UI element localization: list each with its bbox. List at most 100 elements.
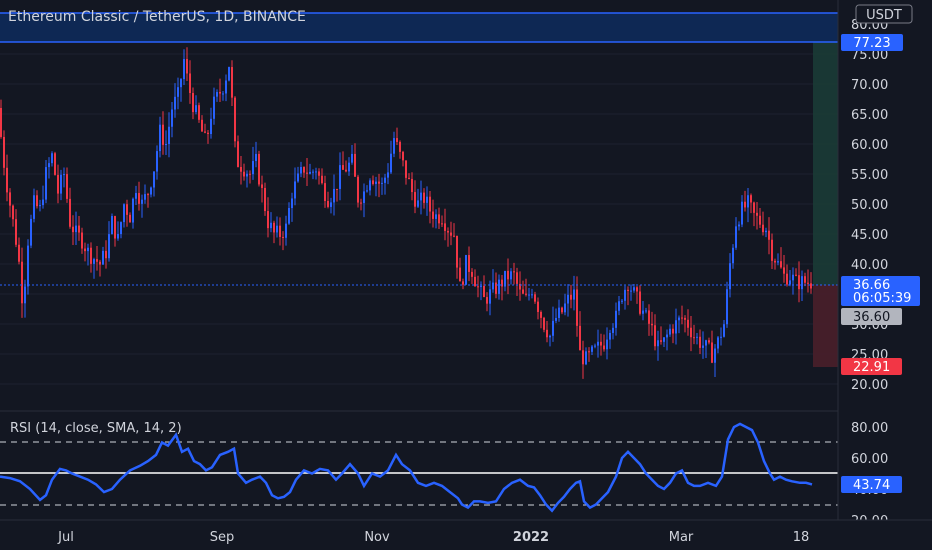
candle-body: [591, 346, 593, 352]
candle-body: [300, 167, 302, 174]
long-position-zone[interactable]: [813, 42, 838, 285]
rsi-indicator-label[interactable]: RSI (14, close, SMA, 14, 2): [10, 421, 182, 436]
candle-body: [789, 280, 791, 285]
candle-body: [513, 271, 515, 273]
last-price-tag: [841, 276, 920, 306]
candle-body: [9, 192, 11, 206]
candle-body: [255, 153, 257, 162]
top-price-tag: [841, 34, 903, 51]
candle-body: [102, 250, 104, 265]
candle-body: [534, 294, 536, 302]
candle-body: [357, 176, 359, 203]
candle-body: [579, 325, 581, 351]
candle-body: [432, 211, 434, 219]
candle-body: [594, 345, 596, 347]
candle-body: [693, 337, 695, 339]
currency-label: USDT: [866, 8, 902, 23]
candle-body: [294, 181, 296, 199]
top-highlight-band[interactable]: [0, 13, 838, 42]
candle-body: [252, 161, 254, 175]
candle-body: [150, 187, 152, 195]
candle-body: [162, 124, 164, 145]
candle-body: [717, 337, 719, 349]
candle-body: [165, 144, 167, 146]
candle-body: [438, 214, 440, 224]
candle-body: [558, 307, 560, 318]
candle-body: [606, 339, 608, 350]
short-position-zone[interactable]: [813, 285, 838, 367]
candle-body: [375, 181, 377, 184]
candle-body: [249, 173, 251, 175]
candle-body: [588, 351, 590, 353]
candle-body: [666, 334, 668, 338]
candle-body: [585, 351, 587, 365]
candle-body: [441, 223, 443, 225]
candle-body: [672, 328, 674, 334]
candle-body: [225, 80, 227, 94]
candle-body: [363, 191, 365, 203]
candle-body: [810, 283, 812, 289]
candle-body: [261, 184, 263, 188]
time-label-nov: Nov: [364, 530, 390, 545]
candle-body: [624, 289, 626, 301]
currency-badge[interactable]: [855, 4, 913, 24]
candle-body: [525, 293, 527, 295]
candle-body: [333, 188, 335, 203]
candle-body: [270, 222, 272, 229]
candle-body: [453, 235, 455, 237]
candle-body: [675, 320, 677, 334]
candle-body: [198, 105, 200, 120]
candle-body: [30, 218, 32, 246]
candle-body: [15, 219, 17, 245]
candle-body: [285, 223, 287, 238]
candle-body: [528, 294, 530, 296]
candle-body: [330, 202, 332, 207]
price-tick-label: 20.00: [851, 378, 888, 393]
candlestick-series: [0, 47, 812, 379]
candle-body: [678, 317, 680, 321]
candle-body: [306, 172, 308, 174]
candle-body: [69, 198, 71, 227]
candle-body: [57, 174, 59, 194]
candle-body: [192, 93, 194, 113]
candle-body: [429, 196, 431, 212]
candle-body: [642, 310, 644, 314]
candle-body: [630, 290, 632, 292]
candle-body: [420, 192, 422, 201]
price-axis[interactable]: [838, 0, 932, 520]
candle-body: [180, 79, 182, 88]
candle-body: [504, 270, 506, 287]
candle-body: [336, 188, 338, 190]
candle-body: [189, 73, 191, 94]
candle-body: [636, 287, 638, 292]
candle-body: [546, 329, 548, 338]
candle-body: [36, 195, 38, 207]
candle-body: [303, 167, 305, 173]
time-axis[interactable]: [0, 520, 932, 550]
candle-body: [39, 205, 41, 207]
candle-body: [465, 255, 467, 285]
candle-body: [177, 87, 179, 97]
candle-body: [327, 200, 329, 207]
candle-body: [570, 294, 572, 300]
candle-body: [204, 131, 206, 133]
candle-body: [99, 261, 101, 265]
candle-body: [468, 255, 470, 272]
candle-body: [183, 59, 185, 80]
candle-body: [663, 337, 665, 342]
candle-body: [732, 247, 734, 264]
candle-body: [33, 195, 35, 219]
candle-body: [405, 160, 407, 178]
candle-body: [156, 151, 158, 172]
candle-body: [576, 289, 578, 326]
candle-body: [246, 173, 248, 177]
entry-price-tag: [841, 308, 902, 325]
candle-body: [774, 260, 776, 263]
candle-body: [690, 327, 692, 338]
candle-body: [522, 289, 524, 294]
candle-body: [471, 271, 473, 277]
candle-body: [78, 225, 80, 233]
candle-body: [354, 153, 356, 177]
rsi-value-tag: [841, 476, 902, 493]
